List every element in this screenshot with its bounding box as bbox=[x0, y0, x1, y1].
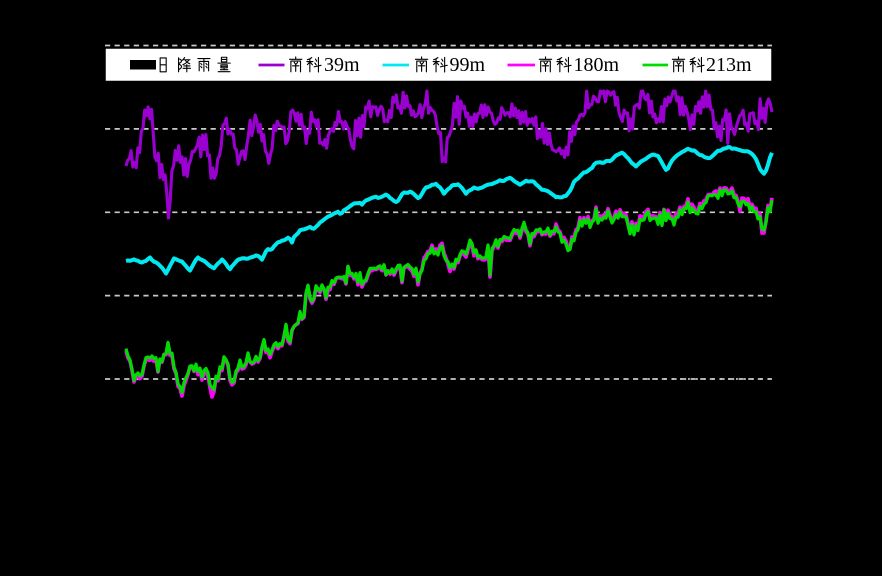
svg-text:39m: 39m bbox=[324, 54, 360, 76]
svg-text:180m: 180m bbox=[574, 54, 620, 76]
svg-text:99m: 99m bbox=[450, 54, 486, 76]
svg-text:213m: 213m bbox=[706, 54, 752, 76]
